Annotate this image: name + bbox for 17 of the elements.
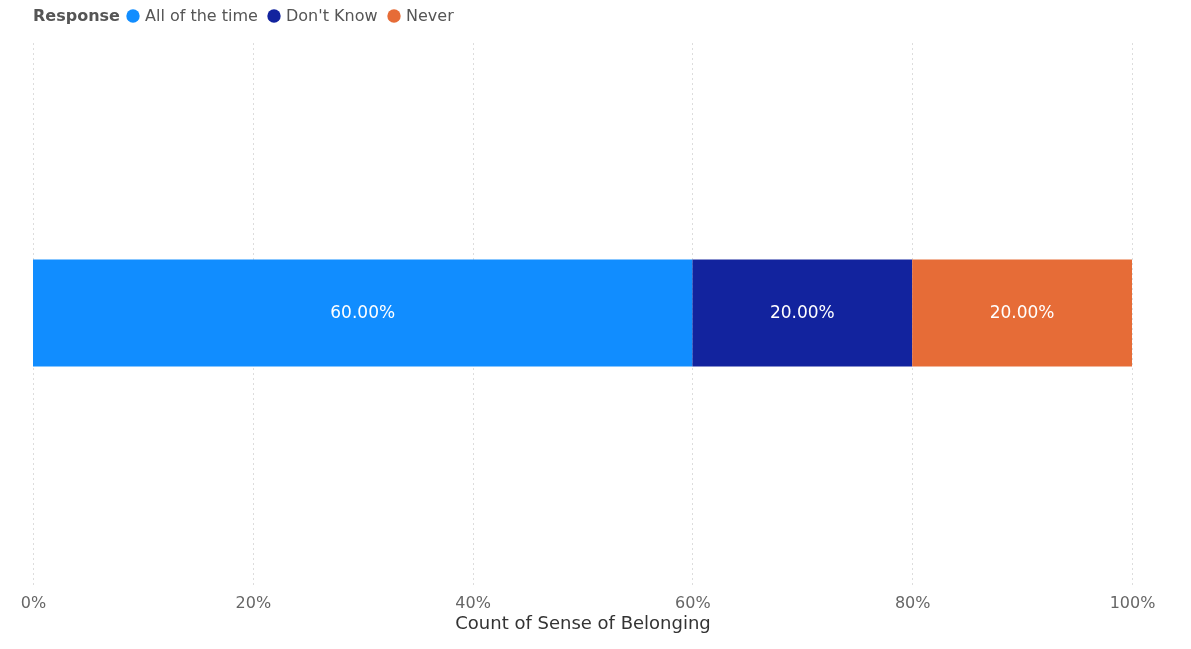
x-tick-label: 20% <box>235 592 272 612</box>
legend-title: Response <box>33 6 121 25</box>
legend-label: All of the time <box>145 6 258 25</box>
legend-label: Don't Know <box>286 6 378 25</box>
bar <box>33 259 693 367</box>
x-tick-label: 60% <box>675 592 711 612</box>
x-tick-label: 40% <box>455 592 491 612</box>
bar <box>692 259 913 367</box>
legend-label: Never <box>406 6 455 25</box>
data-label: 20.00% <box>769 302 835 322</box>
x-tick-label: 80% <box>894 592 931 612</box>
data-label: 60.00% <box>330 302 396 322</box>
x-tick-label: 0% <box>20 592 47 612</box>
data-label: 20.00% <box>989 302 1055 322</box>
x-axis-title: Count of Sense of Belonging <box>455 611 711 633</box>
x-tick-label: 100% <box>1109 592 1156 612</box>
bar <box>912 259 1132 367</box>
